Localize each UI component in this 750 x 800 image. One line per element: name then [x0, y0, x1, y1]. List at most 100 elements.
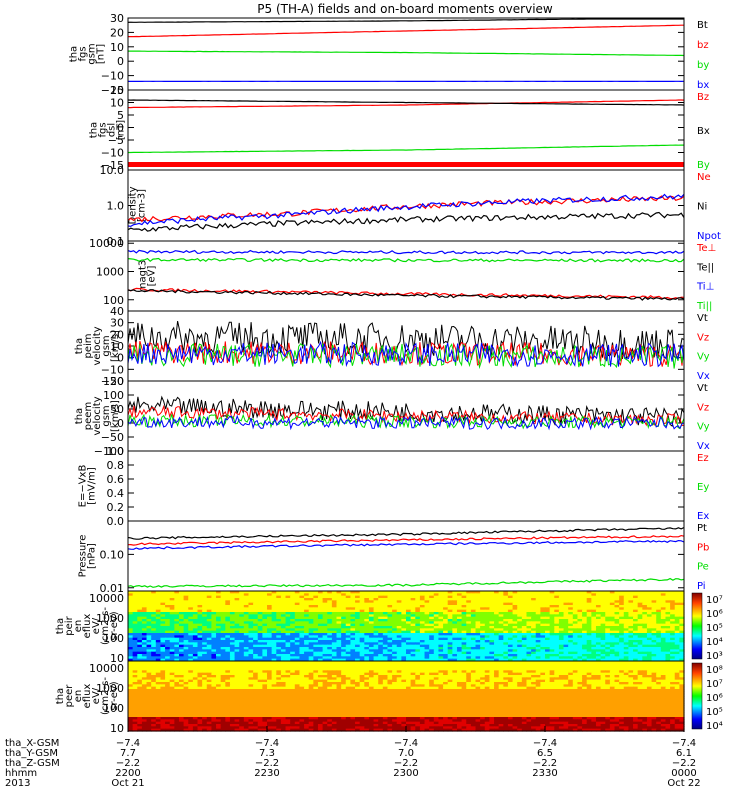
spectrogram-cell	[151, 595, 157, 599]
spectrogram-cell	[545, 614, 551, 618]
spectrogram-cell	[433, 612, 440, 615]
spectrogram-cell	[521, 593, 528, 597]
spectrogram-cell	[623, 605, 629, 608]
spectrogram-cell	[165, 677, 171, 681]
spectrogram-cell	[234, 670, 240, 674]
spectrogram-cell	[225, 670, 231, 674]
spectrogram-cell	[262, 651, 268, 655]
spectrogram-cell	[623, 647, 629, 650]
spectrogram-cell	[368, 619, 375, 622]
spectrogram-cell	[572, 593, 579, 597]
spectrogram-cell	[192, 675, 199, 678]
spectrogram-cell	[137, 626, 143, 629]
spectrogram-cell	[526, 605, 532, 608]
spectrogram-cell	[276, 661, 282, 664]
spectrogram-cell	[651, 644, 657, 648]
spectrogram-cell	[452, 677, 458, 681]
spectrogram-cell	[206, 637, 212, 641]
spectrogram-cell	[169, 619, 175, 622]
spectrogram-cell	[257, 595, 263, 599]
spectrogram-cell	[646, 642, 653, 646]
spectrogram-cell	[155, 654, 162, 657]
spectrogram-cell	[591, 665, 597, 669]
spectrogram-cell	[220, 619, 226, 622]
spectrogram-cell	[304, 602, 310, 606]
series-line-Bz	[128, 99, 685, 109]
spectrogram-cell	[401, 656, 407, 660]
spectrogram-cell	[406, 626, 412, 629]
spectrogram-cell	[192, 658, 199, 662]
spectrogram-cell	[582, 605, 588, 608]
spectrogram-cell	[299, 602, 305, 606]
spectrogram-cell	[169, 672, 175, 676]
spectrogram-cell	[368, 626, 375, 629]
spectrogram-cell	[517, 672, 523, 676]
spectrogram-cell	[406, 616, 412, 620]
spectrogram-cell	[637, 614, 643, 618]
spectrogram-cell	[406, 628, 412, 632]
spectrogram-cell	[670, 602, 676, 606]
spectrogram-cell	[443, 614, 449, 618]
spectrogram-cell	[512, 644, 518, 648]
spectrogram-cell	[410, 654, 416, 657]
spectrogram-cell	[466, 619, 472, 622]
panel-ylabel: thafgsdsl[nT]	[89, 120, 127, 140]
y-tick-label: 10	[110, 97, 124, 110]
spectrogram-cell	[642, 677, 648, 681]
spectrogram-cell	[568, 591, 574, 594]
spectrogram-cell	[174, 649, 180, 653]
spectrogram-cell	[540, 602, 546, 606]
spectrogram-cell	[563, 679, 569, 683]
spectrogram-cell	[642, 675, 648, 678]
spectrogram-cell	[248, 670, 254, 674]
spectrogram-cell	[660, 668, 667, 671]
spectrogram-cell	[396, 591, 402, 594]
spectrogram-cell	[345, 644, 351, 648]
spectrogram-cell	[336, 656, 342, 660]
spectrogram-cell	[679, 656, 685, 660]
spectrogram-cell	[545, 665, 551, 669]
spectrogram-cell	[188, 633, 194, 636]
spectrogram-cell	[313, 600, 319, 604]
spectrogram-cell	[248, 651, 254, 655]
spectrogram-cell	[591, 656, 597, 660]
spectrogram-cell	[619, 644, 625, 648]
spectrogram-cell	[595, 637, 602, 641]
spectrogram-cell	[503, 614, 509, 618]
spectrogram-cell	[670, 663, 676, 667]
spectrogram-cell	[285, 675, 291, 678]
spectrogram-cell	[646, 654, 653, 657]
spectrogram-cell	[507, 630, 514, 634]
spectrogram-cell	[308, 651, 314, 655]
spectrogram-cell	[512, 649, 518, 653]
spectrogram-cell	[271, 607, 277, 611]
spectrogram-cell	[614, 628, 620, 632]
spectrogram-cell	[480, 661, 486, 664]
spectrogram-cell	[253, 647, 259, 650]
spectrogram-cell	[507, 661, 514, 664]
spectrogram-cell	[243, 602, 250, 606]
spectrogram-cell	[178, 600, 185, 604]
spectrogram-cell	[174, 626, 180, 629]
spectrogram-cell	[591, 600, 597, 604]
spectrogram-cell	[568, 630, 574, 634]
y-tick-label: 10.0	[100, 164, 125, 177]
spectrogram-cell	[313, 605, 319, 608]
spectrogram-cell	[355, 612, 361, 615]
spectrogram-cell	[623, 675, 629, 678]
spectrogram-cell	[651, 640, 657, 643]
spectrogram-cell	[512, 623, 518, 627]
spectrogram-cell	[531, 595, 537, 599]
spectrogram-cell	[285, 623, 291, 627]
spectrogram-cell	[633, 654, 639, 657]
spectrogram-cell	[271, 679, 277, 683]
spectrogram-cell	[660, 640, 667, 643]
legend-label: Te||	[696, 262, 714, 273]
spectrogram-cell	[317, 642, 324, 646]
spectrogram-cell	[206, 628, 212, 632]
spectrogram-cell	[155, 637, 162, 641]
spectrogram-cell	[294, 600, 301, 604]
spectrogram-cell	[438, 609, 444, 613]
y-tick-label: 40	[110, 305, 124, 318]
spectrogram-cell	[160, 633, 166, 636]
